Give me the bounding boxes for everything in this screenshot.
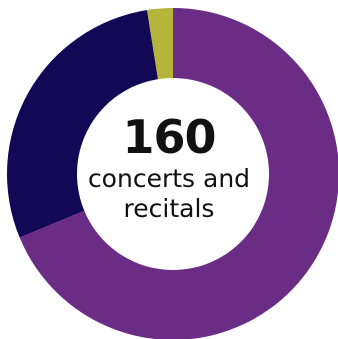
center-number: 160 bbox=[122, 110, 216, 164]
center-text-line1: concerts and bbox=[87, 164, 251, 193]
center-text-line2: recitals bbox=[123, 194, 215, 223]
donut-hole bbox=[77, 78, 269, 270]
center-label: 160 concerts and recitals bbox=[69, 110, 269, 224]
